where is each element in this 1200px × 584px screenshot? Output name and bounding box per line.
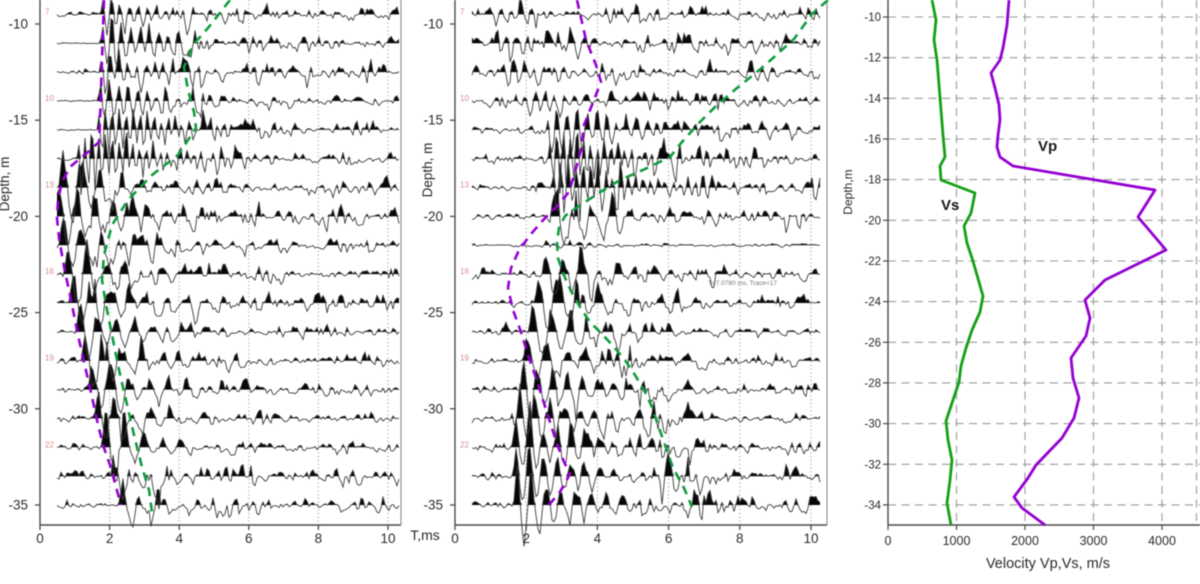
svg-text:13: 13 bbox=[45, 181, 54, 190]
svg-text:-10: -10 bbox=[8, 17, 28, 32]
svg-text:-15: -15 bbox=[8, 113, 28, 128]
svg-text:-28: -28 bbox=[864, 378, 881, 390]
svg-text:0: 0 bbox=[36, 531, 44, 546]
svg-text:-10: -10 bbox=[423, 17, 443, 32]
svg-text:-12: -12 bbox=[864, 53, 881, 65]
svg-text:8: 8 bbox=[315, 531, 323, 546]
svg-text:T=7.0780 ms, Trace=17: T=7.0780 ms, Trace=17 bbox=[708, 280, 777, 287]
svg-text:2: 2 bbox=[106, 531, 114, 546]
svg-text:0: 0 bbox=[885, 534, 892, 548]
svg-text:10: 10 bbox=[803, 531, 818, 546]
svg-text:2: 2 bbox=[522, 531, 530, 546]
svg-text:19: 19 bbox=[45, 354, 54, 363]
svg-text:-22: -22 bbox=[864, 256, 881, 268]
svg-text:T,ms: T,ms bbox=[410, 527, 440, 543]
svg-text:10: 10 bbox=[45, 94, 54, 103]
svg-text:-30: -30 bbox=[864, 419, 881, 431]
svg-text:Depth,m: Depth,m bbox=[841, 169, 855, 214]
svg-text:-18: -18 bbox=[864, 175, 881, 187]
svg-text:Depth, m: Depth, m bbox=[420, 143, 435, 198]
svg-text:19: 19 bbox=[460, 354, 469, 363]
svg-text:-26: -26 bbox=[864, 337, 881, 349]
svg-text:-30: -30 bbox=[8, 401, 28, 416]
svg-text:-20: -20 bbox=[8, 209, 28, 224]
svg-text:-35: -35 bbox=[423, 498, 443, 513]
svg-text:-10: -10 bbox=[864, 12, 881, 24]
svg-text:8: 8 bbox=[736, 531, 744, 546]
svg-text:6: 6 bbox=[665, 531, 673, 546]
svg-text:22: 22 bbox=[460, 440, 469, 449]
svg-text:6: 6 bbox=[245, 531, 253, 546]
svg-text:Vs: Vs bbox=[941, 197, 959, 214]
svg-text:-25: -25 bbox=[423, 305, 443, 320]
svg-text:3000: 3000 bbox=[1080, 534, 1108, 548]
svg-text:0: 0 bbox=[451, 531, 459, 546]
svg-text:-24: -24 bbox=[864, 297, 881, 309]
svg-text:4: 4 bbox=[175, 531, 183, 546]
svg-text:22: 22 bbox=[45, 440, 54, 449]
svg-text:1000: 1000 bbox=[943, 534, 971, 548]
svg-text:-15: -15 bbox=[423, 113, 443, 128]
svg-text:4: 4 bbox=[594, 531, 602, 546]
svg-text:Velocity Vp,Vs, m/s: Velocity Vp,Vs, m/s bbox=[986, 556, 1110, 572]
svg-text:10: 10 bbox=[460, 94, 469, 103]
svg-text:-25: -25 bbox=[8, 305, 28, 320]
svg-text:13: 13 bbox=[460, 181, 469, 190]
svg-text:Vp: Vp bbox=[1038, 138, 1057, 155]
svg-text:2000: 2000 bbox=[1011, 534, 1039, 548]
svg-text:-35: -35 bbox=[8, 498, 28, 513]
svg-text:-20: -20 bbox=[864, 215, 881, 227]
svg-text:16: 16 bbox=[45, 267, 54, 276]
svg-text:4000: 4000 bbox=[1148, 534, 1176, 548]
svg-text:-32: -32 bbox=[864, 459, 881, 471]
svg-text:-20: -20 bbox=[423, 209, 443, 224]
svg-text:-14: -14 bbox=[864, 93, 881, 105]
svg-text:10: 10 bbox=[380, 531, 395, 546]
svg-text:-34: -34 bbox=[864, 500, 881, 512]
svg-text:-30: -30 bbox=[423, 401, 443, 416]
svg-text:7: 7 bbox=[45, 7, 50, 16]
svg-text:16: 16 bbox=[460, 267, 469, 276]
svg-text:-16: -16 bbox=[864, 134, 881, 146]
svg-text:7: 7 bbox=[460, 7, 465, 16]
svg-text:Depth, m: Depth, m bbox=[0, 157, 12, 212]
